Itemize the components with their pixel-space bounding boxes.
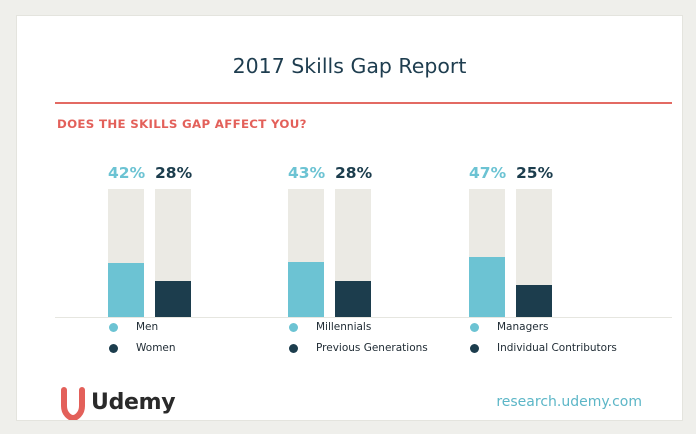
brand-logo[interactable]: Udemy <box>58 386 198 420</box>
legend-dot-icon <box>109 323 118 332</box>
legend-label: Individual Contributors <box>497 342 617 354</box>
bar <box>335 281 371 317</box>
bar-track <box>155 189 191 317</box>
bar <box>469 256 505 317</box>
value-label: 28% <box>155 164 193 182</box>
legend-dot-icon <box>470 323 479 332</box>
bar-track <box>335 189 371 317</box>
legend-label: Managers <box>497 321 549 333</box>
bar <box>516 285 552 317</box>
report-title: 2017 Skills Gap Report <box>232 54 467 78</box>
bar-track <box>469 189 505 317</box>
value-label: 42% <box>108 164 146 182</box>
udemy-logo-icon <box>61 387 85 420</box>
title-divider <box>55 102 672 104</box>
value-label: 47% <box>469 164 507 182</box>
value-label: 28% <box>335 164 373 182</box>
bar <box>155 281 191 317</box>
bar <box>108 263 144 317</box>
chart-baseline <box>55 317 672 318</box>
legend-label: Women <box>136 342 176 354</box>
legend-label: Men <box>136 321 159 333</box>
value-label: 25% <box>516 164 554 182</box>
legend-dot-icon <box>289 344 298 353</box>
research-url-link[interactable]: research.udemy.com <box>496 394 642 410</box>
value-label: 43% <box>288 164 326 182</box>
legend-dot-icon <box>109 344 118 353</box>
legend-label: Millennials <box>316 321 372 333</box>
bar-track <box>516 189 552 317</box>
bar-track <box>108 189 144 317</box>
bar-track <box>288 189 324 317</box>
bar <box>288 261 324 317</box>
brand-wordmark: Udemy <box>91 390 176 415</box>
report-card: 2017 Skills Gap Report DOES THE SKILLS G… <box>16 15 683 421</box>
legend-label: Previous Generations <box>316 342 428 354</box>
section-question: DOES THE SKILLS GAP AFFECT YOU? <box>57 117 307 131</box>
legend-dot-icon <box>470 344 479 353</box>
legend-dot-icon <box>289 323 298 332</box>
